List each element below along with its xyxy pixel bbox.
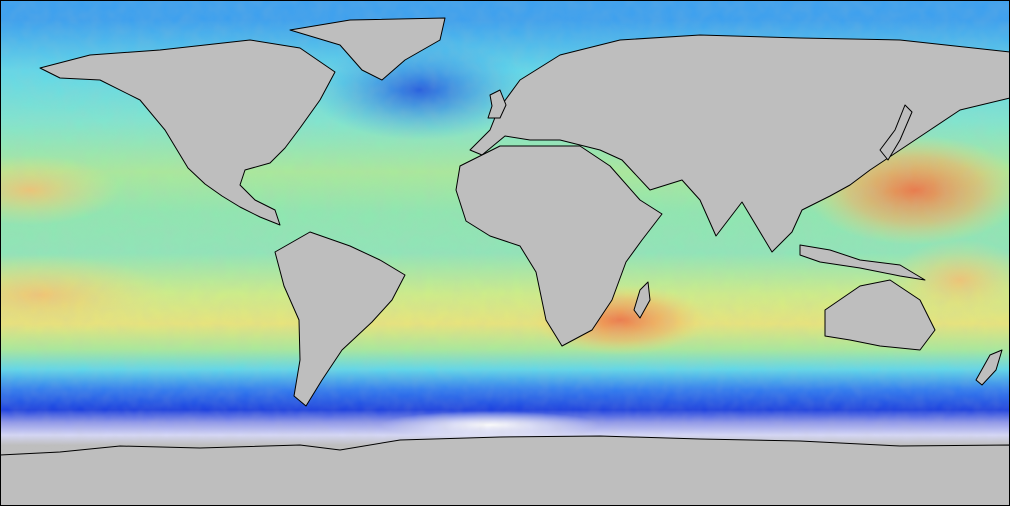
uk xyxy=(487,89,507,119)
land xyxy=(0,17,1010,506)
australia xyxy=(824,279,936,351)
eurasia xyxy=(469,34,1010,253)
new-zealand xyxy=(975,349,1003,386)
south-america xyxy=(274,231,406,407)
antarctica xyxy=(0,435,1010,506)
africa xyxy=(455,145,663,347)
greenland xyxy=(289,17,446,81)
indonesia xyxy=(799,244,926,281)
north-america xyxy=(39,39,336,226)
japan xyxy=(879,104,913,161)
madagascar xyxy=(633,281,651,319)
